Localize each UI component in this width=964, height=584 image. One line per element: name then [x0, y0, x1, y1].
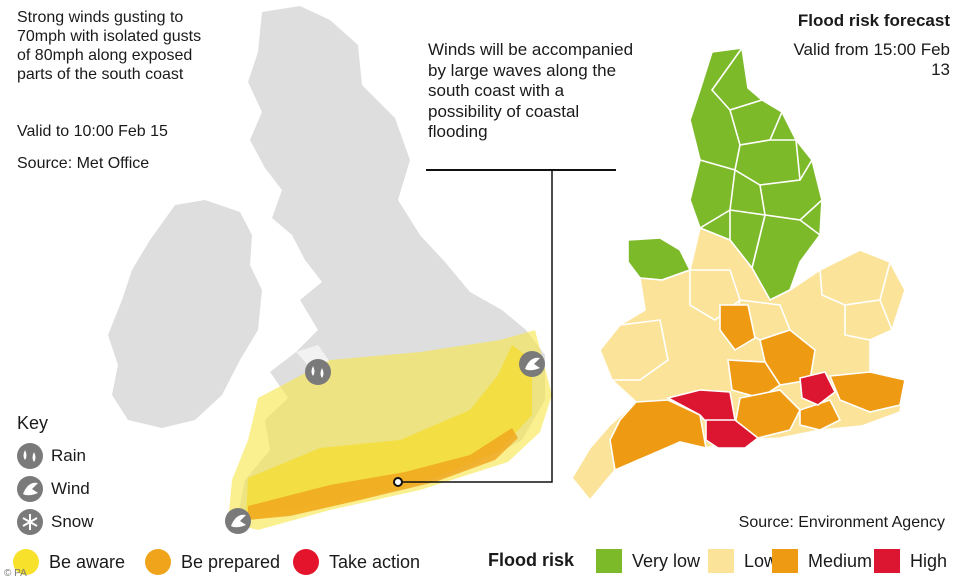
- legend-be-aware: Be aware: [13, 549, 125, 575]
- legend-medium: Medium: [772, 549, 872, 573]
- legend-be-prepared: Be prepared: [145, 549, 280, 575]
- flood-region-high: [665, 371, 837, 449]
- wind-icon: [17, 476, 43, 502]
- ireland-landmass: [108, 200, 262, 428]
- be-prepared-zone: [248, 428, 518, 520]
- low-swatch: [708, 549, 734, 573]
- flood-region-medium: [609, 304, 906, 472]
- legend-label: High: [910, 550, 948, 571]
- key-item-snow: Snow: [17, 509, 94, 535]
- key-title: Key: [17, 413, 49, 433]
- be-prepared-swatch: [145, 549, 171, 575]
- wind-warning-description: Strong winds gusting to 70mph with isola…: [17, 9, 202, 83]
- callout-point: [393, 477, 403, 487]
- rain-icon: [305, 359, 331, 385]
- legend-very-low: Very low: [596, 549, 700, 573]
- legend-label: Very low: [632, 550, 701, 571]
- legend-take-action: Take action: [293, 549, 420, 575]
- key-item-label: Wind: [51, 479, 90, 498]
- environment-agency-source: Source: Environment Agency: [738, 514, 945, 531]
- key-item-label: Rain: [51, 446, 86, 465]
- be-aware-swatch: [13, 549, 39, 575]
- callout-leader-line: [400, 170, 553, 483]
- wind-icon: [519, 351, 545, 377]
- flood-map-title: Flood risk forecast: [797, 11, 950, 30]
- key-item-rain: Rain: [17, 443, 86, 469]
- medium-swatch: [772, 549, 798, 573]
- take-action-swatch: [293, 549, 319, 575]
- snow-icon: [17, 509, 43, 535]
- high-swatch: [874, 549, 900, 573]
- legend-high: High: [874, 549, 947, 573]
- key-item-wind: Wind: [17, 476, 90, 502]
- legend-label: Be aware: [49, 551, 126, 572]
- legend-low: Low: [708, 549, 777, 573]
- be-aware-inner-zone: [246, 345, 532, 520]
- legend-label: Medium: [808, 550, 873, 571]
- wind-warning-validity: Valid to 10:00 Feb 15: [17, 123, 168, 140]
- rain-icon: [17, 443, 43, 469]
- legend-label: Low: [744, 550, 778, 571]
- very-low-swatch: [596, 549, 622, 573]
- legend-label: Be prepared: [181, 551, 281, 572]
- key-item-label: Snow: [51, 512, 94, 531]
- flood-map-validity: Valid from 15:00 Feb 13: [793, 40, 950, 79]
- flood-risk-legend-title: Flood risk: [488, 550, 575, 570]
- coastal-flooding-callout: Winds will be accompanied by large waves…: [428, 40, 634, 141]
- met-office-source: Source: Met Office: [17, 155, 150, 172]
- wind-icon: [225, 508, 251, 534]
- pa-credit: © PA: [4, 568, 27, 579]
- legend-label: Take action: [329, 551, 421, 572]
